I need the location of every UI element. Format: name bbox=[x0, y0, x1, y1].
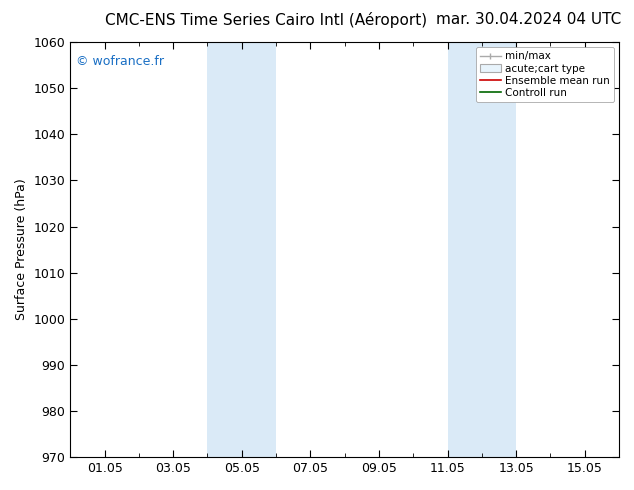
Bar bbox=[207, 42, 276, 457]
Y-axis label: Surface Pressure (hPa): Surface Pressure (hPa) bbox=[15, 179, 28, 320]
Bar bbox=[448, 42, 516, 457]
Legend: min/max, acute;cart type, Ensemble mean run, Controll run: min/max, acute;cart type, Ensemble mean … bbox=[476, 47, 614, 102]
Text: © wofrance.fr: © wofrance.fr bbox=[76, 54, 164, 68]
Text: mar. 30.04.2024 04 UTC: mar. 30.04.2024 04 UTC bbox=[436, 12, 621, 27]
Text: CMC-ENS Time Series Cairo Intl (Aéroport): CMC-ENS Time Series Cairo Intl (Aéroport… bbox=[105, 12, 427, 28]
